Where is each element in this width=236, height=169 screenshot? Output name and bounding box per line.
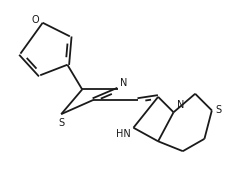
Text: O: O: [31, 15, 39, 25]
Text: S: S: [58, 118, 64, 128]
Text: S: S: [215, 105, 222, 115]
Text: N: N: [120, 78, 128, 88]
Text: N: N: [177, 100, 184, 110]
Text: HN: HN: [116, 129, 131, 139]
